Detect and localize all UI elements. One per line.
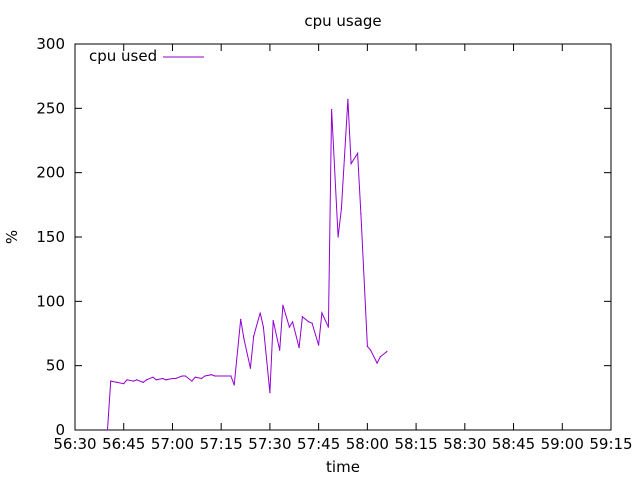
chart-title: cpu usage — [304, 12, 381, 30]
y-tick-label: 300 — [36, 35, 65, 53]
data-point — [240, 318, 242, 320]
data-point — [201, 377, 203, 380]
data-point — [347, 98, 349, 100]
x-tick-label: 57:45 — [297, 435, 340, 453]
y-tick-label: 100 — [36, 292, 65, 310]
series-line-cpu-used — [107, 99, 388, 431]
data-point — [376, 362, 378, 364]
data-point — [321, 312, 323, 314]
x-tick-label: 57:15 — [200, 435, 243, 453]
data-point — [142, 381, 144, 383]
y-axis: 0 50 100 150 200 250 300 — [36, 35, 611, 439]
data-point — [204, 375, 206, 377]
data-point — [386, 350, 388, 353]
x-axis-label: time — [326, 458, 360, 476]
data-point — [301, 316, 303, 318]
data-point — [337, 236, 339, 238]
data-point — [253, 335, 255, 337]
data-point — [110, 380, 112, 382]
data-point — [132, 380, 135, 382]
data-point — [298, 347, 300, 349]
data-point — [116, 381, 118, 383]
data-point — [233, 384, 235, 386]
x-tick-label: 58:15 — [394, 435, 437, 453]
y-tick-label: 250 — [36, 99, 65, 117]
data-point — [136, 379, 138, 381]
data-point — [357, 152, 359, 154]
x-tick-label: 57:00 — [151, 435, 194, 453]
y-tick-label: 0 — [55, 421, 65, 439]
data-point — [175, 377, 177, 380]
data-point — [249, 367, 252, 369]
data-point — [126, 379, 128, 381]
data-point — [379, 356, 381, 358]
y-tick-label: 50 — [46, 357, 65, 375]
data-point — [145, 379, 148, 381]
data-point — [194, 376, 196, 378]
data-point — [181, 375, 183, 377]
x-tick-label: 58:45 — [492, 435, 535, 453]
y-tick-label: 200 — [36, 164, 65, 182]
legend: cpu used — [89, 47, 204, 65]
data-point — [171, 377, 174, 380]
series-layer — [106, 98, 388, 431]
data-point — [259, 312, 261, 314]
data-point — [155, 379, 157, 381]
plot-frame — [74, 43, 612, 431]
data-point — [288, 326, 290, 328]
data-point — [243, 338, 245, 340]
data-point — [272, 320, 274, 322]
x-tick-label: 56:30 — [53, 435, 96, 453]
data-point — [123, 383, 125, 385]
x-tick-label: 59:00 — [541, 435, 584, 453]
data-point — [308, 321, 310, 323]
data-point — [318, 344, 320, 346]
data-point — [184, 375, 187, 377]
data-point — [262, 326, 265, 328]
x-tick-label: 56:45 — [102, 435, 145, 453]
data-point — [360, 213, 362, 215]
data-point — [370, 349, 372, 351]
data-point — [191, 380, 193, 382]
data-point — [340, 208, 342, 210]
data-point — [214, 375, 216, 377]
data-point — [162, 377, 164, 380]
data-point — [292, 321, 294, 323]
x-tick-label: 58:00 — [346, 435, 389, 453]
y-tick-label: 150 — [36, 228, 65, 246]
data-point — [311, 322, 313, 324]
data-point — [366, 345, 368, 347]
data-point — [220, 375, 222, 377]
data-point — [210, 374, 213, 376]
data-point — [327, 326, 329, 328]
data-point — [152, 376, 154, 378]
x-tick-label: 59:15 — [589, 435, 632, 453]
data-point — [106, 429, 109, 431]
data-point — [223, 375, 226, 377]
data-point — [331, 109, 333, 111]
x-tick-label: 57:30 — [248, 435, 291, 453]
data-point — [165, 379, 167, 381]
data-point — [350, 163, 352, 165]
data-point — [282, 304, 284, 306]
x-tick-label: 58:30 — [443, 435, 486, 453]
data-point — [279, 349, 281, 351]
data-point — [230, 375, 232, 377]
data-point — [269, 392, 271, 394]
x-axis: 56:30 56:45 57:00 57:15 57:30 57:45 58:00 58:15… — [53, 44, 633, 453]
legend-label: cpu used — [89, 47, 157, 65]
y-axis-label: % — [3, 230, 21, 244]
